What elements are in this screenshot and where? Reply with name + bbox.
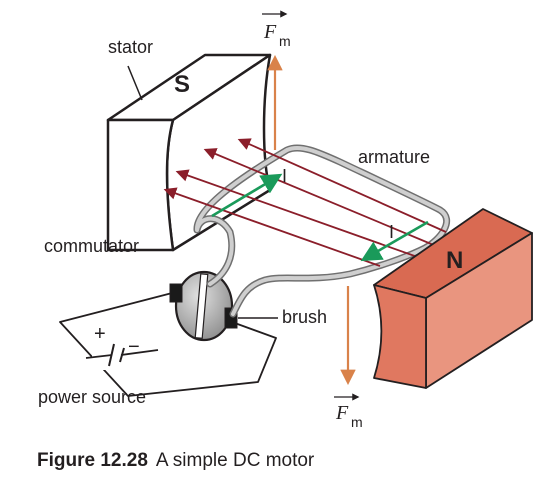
battery-lead-left [85,354,113,359]
force-symbol: F [263,21,277,43]
field-line [203,148,437,247]
force-symbol: F [335,402,349,424]
figure-title: A simple DC motor [155,450,315,471]
circuit-wire [59,291,277,397]
coil-highlight [195,145,449,316]
stator-leader-line [127,65,143,101]
commutator-label: commutator [44,236,139,256]
field-line [163,187,381,267]
brush-left [169,283,183,303]
figure-number: Figure 12.28 [37,450,148,471]
battery-lead-right [120,349,159,356]
stator-front-face [106,118,175,252]
brush-label: brush [282,307,327,327]
figure-caption: Figure 12.28 A simple DC motor [37,450,314,472]
current-label-bottom: I [389,222,394,242]
magnet-n [373,208,533,389]
field-line [175,169,427,261]
force-label-bottom: F m [334,393,363,430]
power-circuit [59,291,277,397]
commutator-gap [194,273,209,339]
battery-plus-sign: + [94,323,106,345]
field-line [237,138,447,233]
pole-s-label: S [174,71,190,98]
force-label-top: F m [262,10,291,49]
current-arrow-top [211,173,283,218]
magnet-n-pole-face [373,284,427,389]
current-arrow-bottom [360,220,429,262]
force-subscript: m [279,33,291,49]
stator-magnet-s [106,53,272,252]
armature-coil [193,144,451,318]
stator-label: stator [108,37,153,57]
power-source-label: power source [38,387,146,407]
pole-n-label: N [446,247,463,274]
force-subscript: m [351,414,363,430]
current-label-top: I [282,166,287,186]
armature-label: armature [358,147,430,167]
magnetic-field-lines [163,138,447,267]
commutator [169,270,238,342]
battery-minus-sign: − [128,336,140,358]
